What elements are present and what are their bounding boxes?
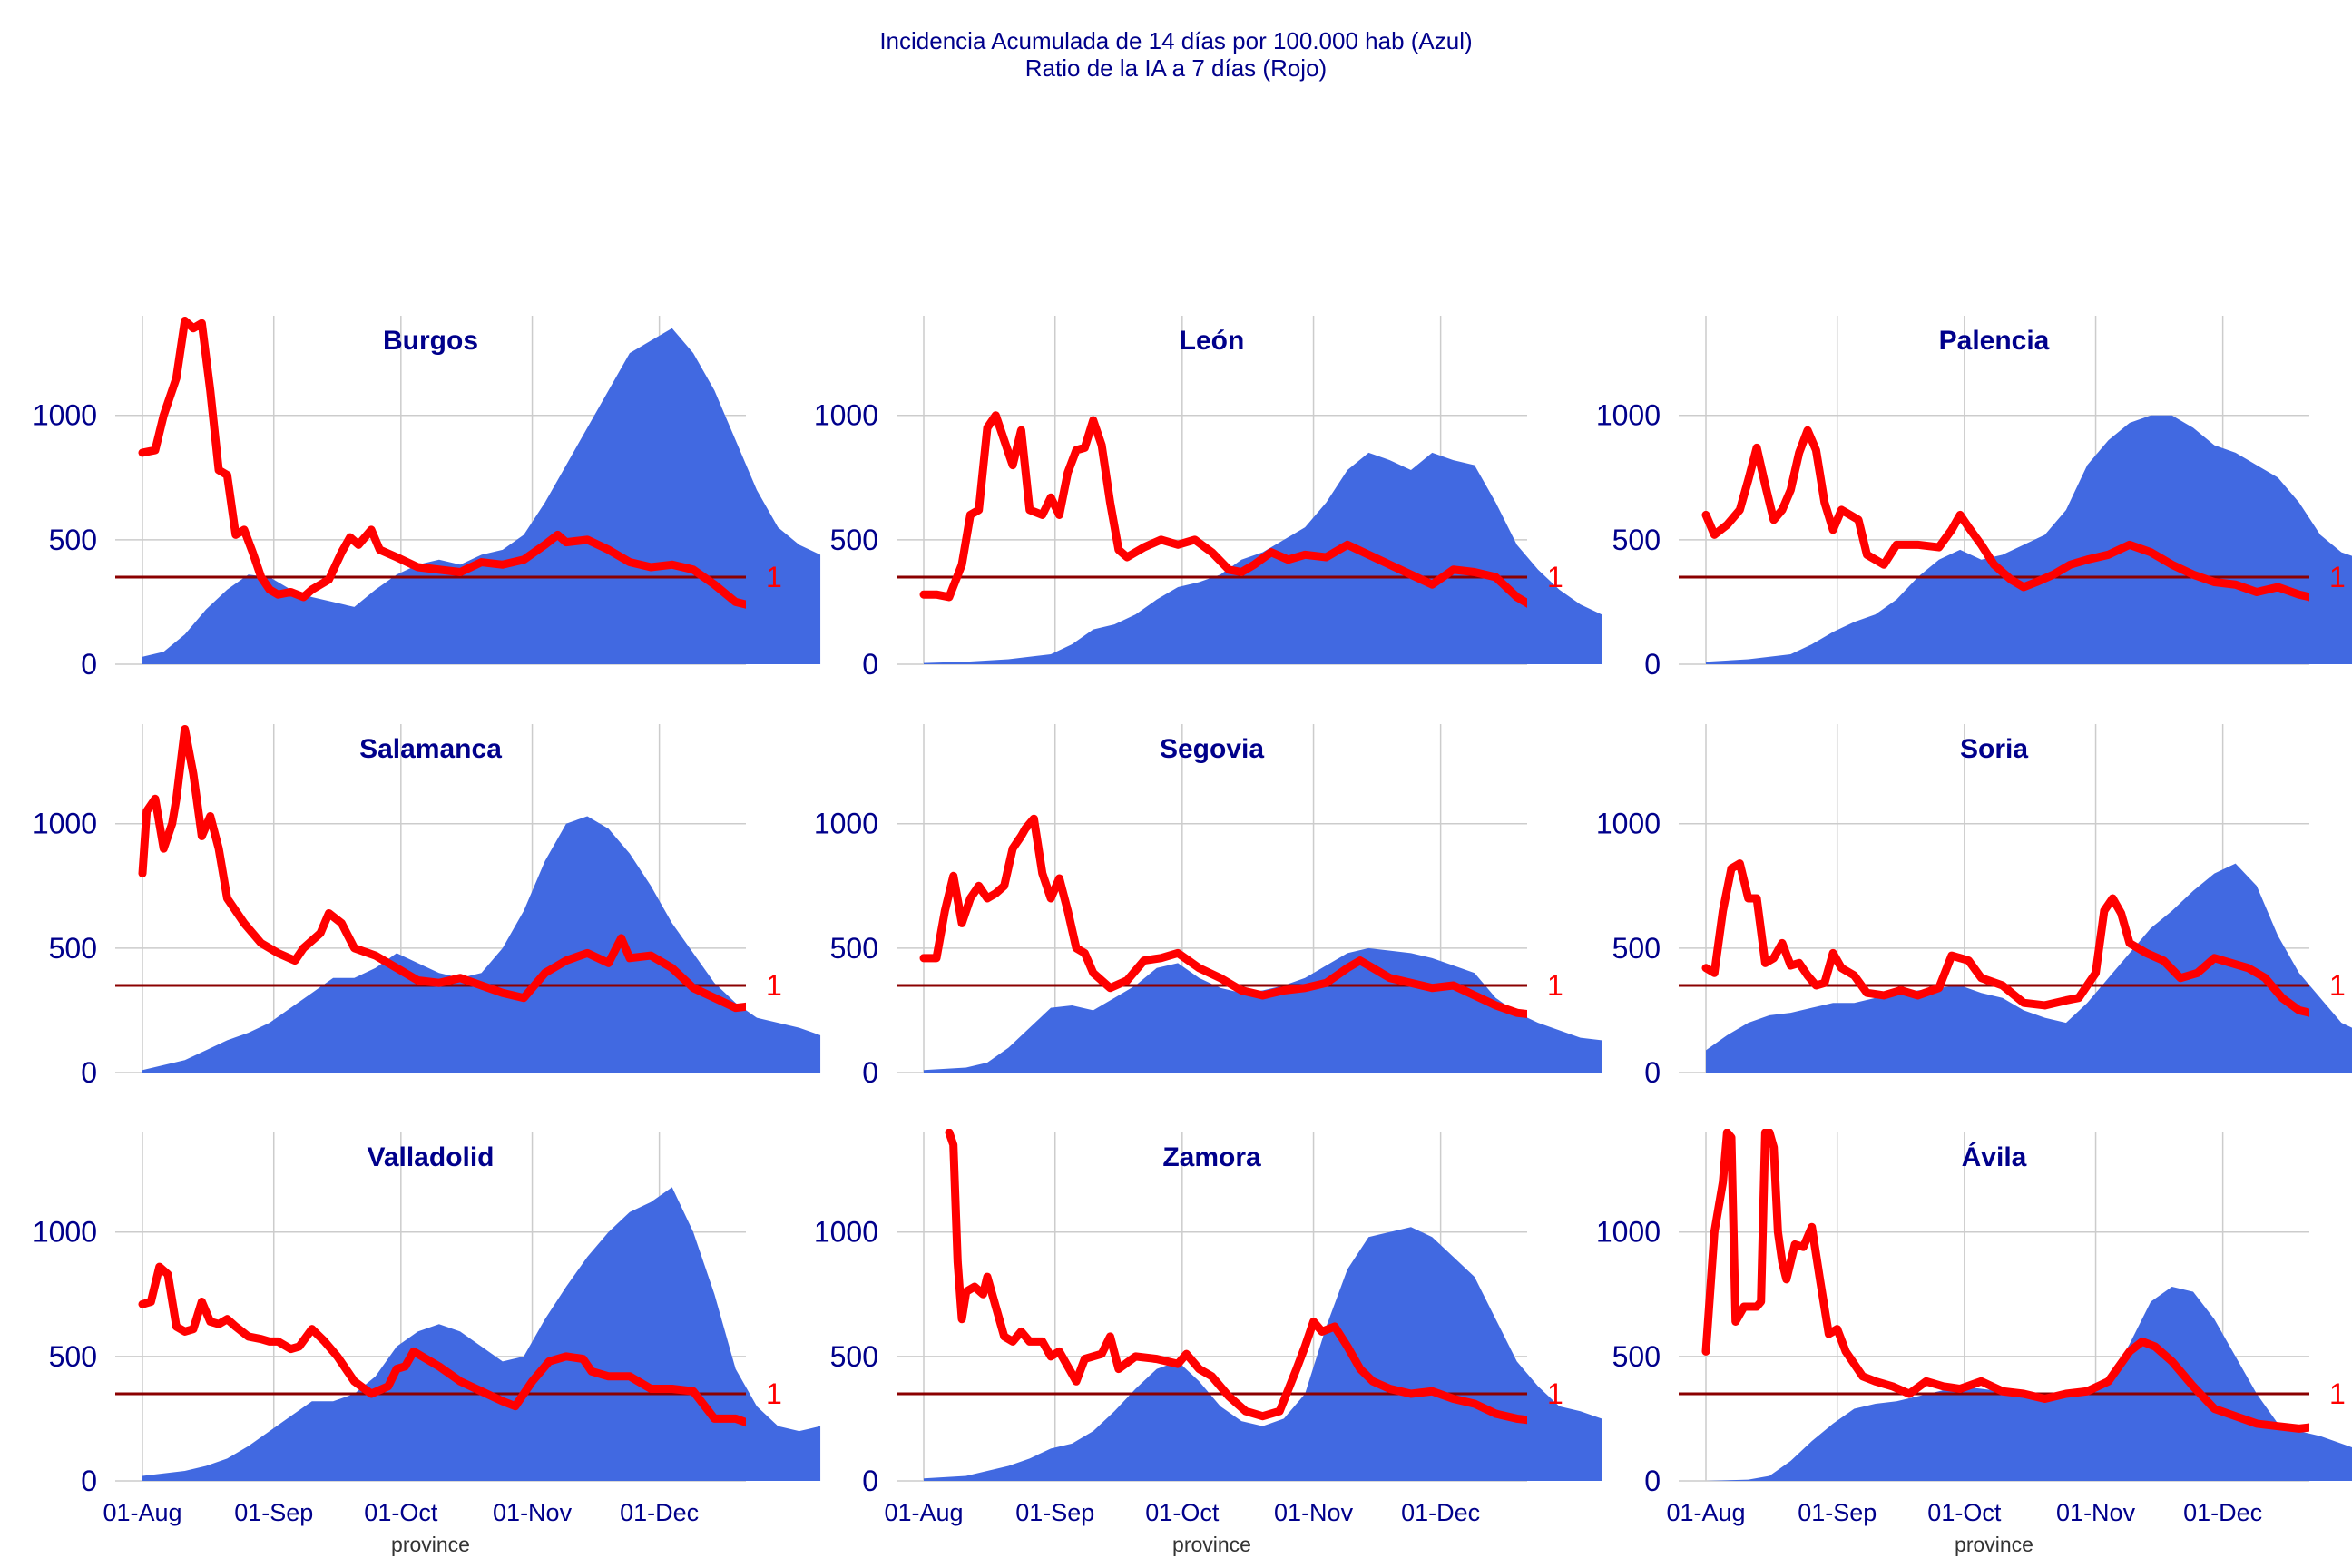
- panel-title: Burgos: [383, 326, 478, 356]
- ratio-line: [138, 1262, 746, 1427]
- chart-subtitle: Ratio de la IA a 7 días (Rojo): [1024, 54, 1328, 82]
- panel-salamanca: 0 500 1000 1 Salamanca: [33, 724, 821, 1089]
- panel-title: Soria: [1960, 734, 2028, 764]
- y-tick-label: 0: [81, 1056, 97, 1089]
- y-tick-label: 500: [1612, 524, 1661, 556]
- reference-line-label: 1: [766, 1377, 782, 1410]
- x-tick-label: 01-Nov: [1274, 1499, 1354, 1526]
- incidence-area: [142, 1187, 821, 1481]
- x-tick-label: 01-Sep: [1015, 1499, 1094, 1526]
- ratio-line: [1701, 859, 2309, 1017]
- ratio-line: [1701, 426, 2309, 602]
- panel-leon: 0 500 1000 1 León: [814, 316, 1602, 681]
- reference-line-label: 1: [1547, 969, 1563, 1002]
- incidence-area: [1706, 1287, 2352, 1481]
- reference-line-label: 1: [1547, 561, 1563, 593]
- panel-avila: 01-Aug 01-Sep 01-Oct 01-Nov 01-Dec 0 500 1000 1 Á…: [1596, 1129, 2352, 1556]
- x-tick-label: 01-Aug: [1666, 1499, 1745, 1526]
- reference-line-label: 1: [2329, 969, 2346, 1002]
- y-tick-label: 0: [81, 648, 97, 681]
- y-tick-label: 1000: [1596, 399, 1661, 432]
- ratio-line: [138, 724, 746, 1013]
- x-tick-label: 01-Aug: [103, 1499, 181, 1526]
- reference-line-label: 1: [2329, 561, 2346, 593]
- reference-line-label: 1: [766, 561, 782, 593]
- y-tick-label: 500: [830, 932, 878, 965]
- y-tick-label: 0: [1644, 648, 1661, 681]
- y-tick-label: 1000: [33, 808, 97, 840]
- panel-title: Salamanca: [359, 734, 502, 764]
- x-tick-label: 01-Oct: [364, 1499, 438, 1526]
- panel-burgos: 0 500 1000 1 Burgos: [33, 316, 821, 681]
- y-tick-label: 0: [1644, 1465, 1661, 1497]
- y-tick-label: 500: [49, 1340, 97, 1373]
- panel-segovia: 0 500 1000 1 Segovia: [814, 724, 1602, 1089]
- x-tick-label: 01-Oct: [1145, 1499, 1220, 1526]
- y-tick-label: 1000: [33, 399, 97, 432]
- y-tick-label: 0: [862, 1056, 878, 1089]
- y-tick-label: 500: [49, 524, 97, 556]
- x-tick-label: 01-Sep: [234, 1499, 313, 1526]
- x-axis-title: province: [391, 1533, 470, 1556]
- incidence-area: [142, 328, 821, 664]
- x-axis-title: province: [1955, 1533, 2034, 1556]
- x-tick-label: 01-Oct: [1927, 1499, 2002, 1526]
- y-tick-label: 1000: [814, 399, 878, 432]
- y-tick-label: 500: [830, 1340, 878, 1373]
- panel-title: Palencia: [1939, 326, 2050, 356]
- y-tick-label: 500: [830, 524, 878, 556]
- y-tick-label: 1000: [814, 808, 878, 840]
- y-tick-label: 0: [81, 1465, 97, 1497]
- y-tick-label: 1000: [1596, 1216, 1661, 1249]
- y-tick-label: 1000: [814, 1216, 878, 1249]
- chart-title-block: Incidencia Acumulada de 14 días por 100.…: [0, 27, 2352, 82]
- x-tick-label: 01-Dec: [620, 1499, 699, 1526]
- y-tick-label: 1000: [33, 1216, 97, 1249]
- ratio-line: [919, 814, 1527, 1019]
- incidence-area: [142, 816, 821, 1073]
- x-tick-label: 01-Sep: [1798, 1499, 1877, 1526]
- panel-soria: 0 500 1000 1 Soria: [1596, 724, 2352, 1089]
- panel-palencia: 0 500 1000 1 Palencia: [1596, 316, 2352, 681]
- panel-title: Ávila: [1962, 1142, 2027, 1172]
- panel-title: Zamora: [1162, 1142, 1261, 1172]
- y-tick-label: 0: [862, 1465, 878, 1497]
- y-tick-label: 1000: [1596, 808, 1661, 840]
- panel-title: Segovia: [1160, 734, 1264, 764]
- panel-title: León: [1180, 326, 1245, 356]
- y-tick-label: 0: [1644, 1056, 1661, 1089]
- x-tick-label: 01-Nov: [493, 1499, 573, 1526]
- panel-title: Valladolid: [367, 1142, 494, 1172]
- reference-line-label: 1: [766, 969, 782, 1002]
- panel-zamora: 01-Aug 01-Sep 01-Oct 01-Nov 01-Dec 0 500 1000 1 Z…: [814, 1129, 1602, 1556]
- x-tick-label: 01-Nov: [2056, 1499, 2136, 1526]
- ratio-line: [138, 316, 746, 609]
- x-axis-title: province: [1172, 1533, 1251, 1556]
- x-tick-label: 01-Aug: [884, 1499, 963, 1526]
- ratio-line: [1701, 1129, 2309, 1433]
- x-tick-label: 01-Dec: [2183, 1499, 2262, 1526]
- ratio-line: [945, 1129, 1527, 1425]
- ratio-line: [919, 411, 1527, 608]
- incidence-area: [924, 1227, 1602, 1481]
- reference-line-label: 1: [2329, 1377, 2346, 1410]
- reference-line-label: 1: [1547, 1377, 1563, 1410]
- y-tick-label: 0: [862, 648, 878, 681]
- panel-valladolid: 01-Aug 01-Sep 01-Oct 01-Nov 01-Dec 0 500 1000 1 V…: [33, 1132, 821, 1556]
- y-tick-label: 500: [49, 932, 97, 965]
- incidence-area: [924, 947, 1602, 1073]
- y-tick-label: 500: [1612, 1340, 1661, 1373]
- x-tick-label: 01-Dec: [1401, 1499, 1480, 1526]
- incidence-area: [1706, 415, 2352, 664]
- y-tick-label: 500: [1612, 932, 1661, 965]
- chart-title: Incidencia Acumulada de 14 días por 100.…: [879, 27, 1473, 54]
- incidence-area: [1706, 863, 2352, 1073]
